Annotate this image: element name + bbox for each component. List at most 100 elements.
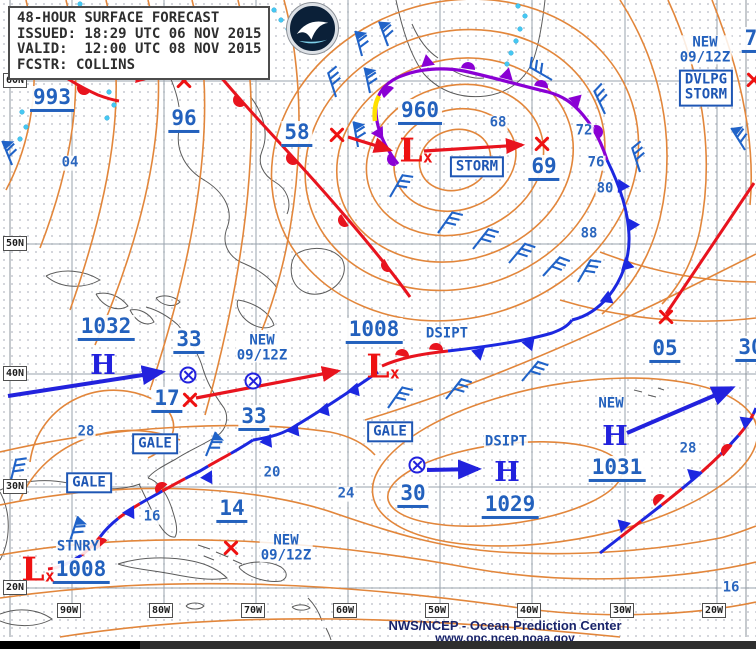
pressure-label: 96 <box>168 107 200 134</box>
pressure-label: 14 <box>216 497 248 524</box>
coast-azores <box>633 387 665 398</box>
longitude-label: 20W <box>702 603 727 618</box>
blue-movement-arrow <box>7 365 166 398</box>
x-mark <box>534 136 550 152</box>
longitude-label: 50W <box>425 603 450 618</box>
position-marker <box>244 372 262 390</box>
position-marker <box>408 456 426 474</box>
coast-great-lakes <box>45 270 181 325</box>
annotation: NEW 09/12Z <box>235 332 289 363</box>
pressure-label: 1008 <box>345 318 403 345</box>
pressure-label: 960 <box>398 99 442 126</box>
latitude-label: 30N <box>3 479 28 494</box>
isobar-value: 72 <box>574 122 594 139</box>
blue-movement-arrow <box>426 459 482 480</box>
position-marker <box>179 366 197 384</box>
red-movement-arrow <box>195 366 342 400</box>
coast-bahamas <box>197 544 243 565</box>
annotation: DSIPT <box>424 325 470 342</box>
pressure-label: 17 <box>151 387 183 414</box>
pressure-label: 1008 <box>52 558 110 585</box>
yellow-front-segment <box>372 94 381 122</box>
high-center: H <box>602 420 628 452</box>
coast-newfoundland <box>290 247 345 295</box>
header-line-3: VALID: 12:00 UTC 08 NOV 2015 <box>17 41 262 58</box>
boxed-annotation: GALE <box>66 472 112 494</box>
pressure-label: 58 <box>281 121 313 148</box>
coast-hispaniola <box>238 561 287 582</box>
latitude-label: 20N <box>3 580 28 595</box>
bottom-bar <box>0 641 756 649</box>
isobar-value: 20 <box>262 464 282 481</box>
annotation: NEW 09/12Z <box>259 532 313 563</box>
coast-labrador <box>147 37 278 289</box>
longitude-label: 30W <box>610 603 635 618</box>
longitude-label: 80W <box>149 603 174 618</box>
boxed-annotation: GALE <box>132 433 178 455</box>
coast-us-east <box>147 324 228 479</box>
coastlines <box>0 0 665 641</box>
coast-nova-scotia <box>236 299 275 329</box>
header-line-2: ISSUED: 18:29 UTC 06 NOV 2015 <box>17 25 262 42</box>
pressure-label: 1029 <box>481 493 539 520</box>
x-mark <box>746 72 756 88</box>
warm-front-1008 <box>381 349 449 368</box>
pressure-label: 05 <box>649 337 681 364</box>
annotation: NEW 09/12Z <box>678 34 732 65</box>
coast-greenland <box>395 0 546 98</box>
fronts <box>47 52 756 571</box>
pressure-label: 30 <box>397 482 429 509</box>
pressure-label: 33 <box>173 328 205 355</box>
pressure-label: 1032 <box>77 315 135 342</box>
front-line-new <box>664 182 756 315</box>
boxed-annotation: GALE <box>367 421 413 443</box>
x-mark <box>658 309 674 325</box>
isobar-value: 68 <box>488 114 508 131</box>
bottom-bar-segment <box>0 641 140 649</box>
red-movement-arrow <box>423 137 526 154</box>
isobar-value: 16 <box>721 579 741 596</box>
pressure-label: 69 <box>528 155 560 182</box>
coast-cuba <box>117 557 229 580</box>
stationary-front-gulf <box>47 438 254 571</box>
stationary-front-gulf-red <box>47 438 254 571</box>
latitude-label: 50N <box>3 236 28 251</box>
header-line-4: FCSTR: COLLINS <box>17 57 136 74</box>
isobar-value: 88 <box>579 225 599 242</box>
noaa-seagull-icon <box>296 21 329 44</box>
longitude-label: 40W <box>517 603 542 618</box>
latitude-label: 40N <box>3 366 28 381</box>
x-mark <box>223 540 239 556</box>
low-x-mark: x <box>44 566 55 586</box>
pressure-label: 30 <box>735 336 756 363</box>
blue-movement-arrow <box>626 386 736 435</box>
isobar-value: 80 <box>595 180 615 197</box>
pressure-label: 7 <box>741 27 756 54</box>
isobar-value: 28 <box>678 440 698 457</box>
boxed-annotation: STORM <box>449 156 505 178</box>
isobar-value: 76 <box>586 154 606 171</box>
pressure-label: 993 <box>30 86 74 113</box>
noaa-logo <box>287 3 338 54</box>
isobar-value: 16 <box>142 508 162 525</box>
pressure-label: 1031 <box>588 456 646 483</box>
attribution-line-1: NWS/NCEP - Ocean Prediction Center <box>388 618 622 633</box>
boxed-annotation: DVLPG STORM <box>678 69 734 107</box>
pressure-label: 33 <box>238 405 270 432</box>
isobar-value: 04 <box>60 154 80 171</box>
high-center: H <box>494 456 520 488</box>
low-x-mark: x <box>389 363 400 383</box>
longitude-label: 60W <box>333 603 358 618</box>
longitude-label: 70W <box>241 603 266 618</box>
annotation: DSIPT <box>483 433 529 450</box>
header-line-1: 48-HOUR SURFACE FORECAST <box>17 10 220 26</box>
isobar-value: 24 <box>336 485 356 502</box>
longitude-label: 90W <box>57 603 82 618</box>
